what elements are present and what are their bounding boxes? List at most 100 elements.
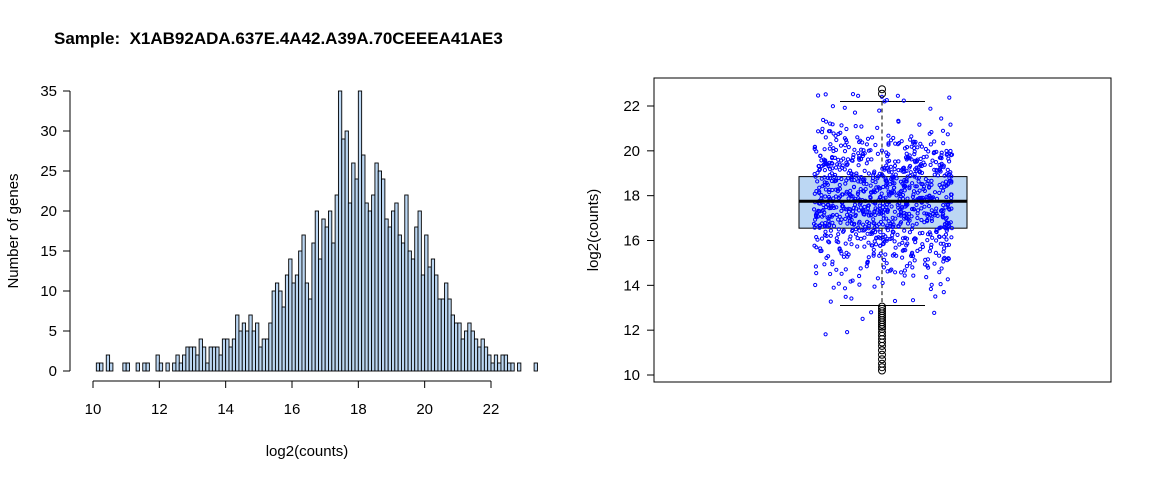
hist-x-tick-label: 16: [284, 401, 301, 418]
jitter-point: [819, 164, 825, 169]
jitter-point: [919, 163, 924, 169]
jitter-point: [839, 176, 844, 182]
hist-y-ticks: 0 5 10 15 20 25 30 35: [40, 83, 70, 380]
histogram-bar: [410, 258, 416, 372]
jitter-point: [837, 162, 842, 167]
histogram-bar: [208, 346, 213, 372]
histogram-bar: [328, 210, 333, 372]
outlier-point: [878, 350, 886, 359]
histogram-bar: [308, 298, 313, 372]
jitter-point: [893, 141, 898, 146]
jitter-point: [896, 191, 901, 196]
jitter-point: [819, 130, 825, 135]
jitter-point: [816, 164, 821, 169]
box-y-tick-label: 20: [623, 143, 640, 160]
jitter-point: [813, 223, 818, 228]
jitter-point: [823, 221, 828, 226]
histogram-bar: [172, 362, 177, 372]
jitter-point: [877, 108, 882, 113]
jitter-point: [836, 227, 841, 232]
jitter-point: [888, 182, 893, 187]
jitter-point: [879, 191, 884, 196]
jitter-point: [944, 243, 949, 248]
hist-x-tick-label: 22: [483, 401, 500, 418]
histogram-bar: [404, 194, 409, 372]
jitter-point: [862, 244, 867, 249]
hist-y-tick-label: 15: [40, 243, 57, 260]
jitter-point: [818, 246, 823, 251]
histogram-bar: [460, 338, 465, 372]
jitter-point: [870, 176, 876, 181]
jitter-point: [870, 135, 875, 140]
jitter-point: [848, 188, 853, 193]
histogram-bar: [311, 242, 316, 372]
histogram-bar: [178, 362, 183, 372]
jitter-point: [927, 249, 933, 254]
jitter-point: [836, 131, 841, 137]
jitter-point: [916, 179, 921, 184]
jitter-point: [897, 141, 902, 146]
histogram-bar: [165, 362, 170, 372]
jitter-point: [913, 184, 918, 189]
jitter-point: [879, 211, 884, 216]
outlier-point: [878, 338, 886, 347]
histogram-bar: [434, 274, 439, 372]
jitter-point: [836, 157, 841, 162]
histogram-bar: [251, 330, 256, 372]
jitter-point: [926, 204, 932, 209]
jitter-point: [949, 226, 955, 231]
jitter-point: [864, 161, 869, 166]
histogram-bar: [245, 330, 250, 372]
jitter-point: [907, 230, 913, 235]
jitter-point: [899, 139, 904, 144]
histogram-bar: [135, 362, 140, 372]
jitter-point: [865, 206, 871, 211]
jitter-point: [831, 224, 837, 229]
histogram-bar: [185, 346, 190, 372]
jitter-point: [904, 264, 910, 269]
hist-y-tick-label: 5: [49, 323, 57, 340]
jitter-point: [866, 240, 871, 245]
jitter-point: [937, 253, 942, 258]
jitter-point: [905, 202, 910, 207]
jitter-point: [877, 211, 882, 216]
jitter-point: [910, 298, 916, 303]
histogram-bar: [258, 346, 263, 372]
jitter-point: [826, 216, 831, 221]
histogram-bar: [182, 354, 187, 372]
jitter-point: [871, 217, 876, 222]
jitter-point: [816, 129, 821, 134]
jitter-point: [906, 217, 911, 222]
jitter-point: [862, 235, 867, 240]
jitter-point: [857, 202, 862, 207]
jitter-point: [917, 231, 923, 236]
jitter-point: [862, 228, 867, 233]
jitter-point: [910, 194, 916, 199]
jitter-point: [912, 236, 918, 241]
jitter-point: [943, 205, 948, 210]
jitter-point: [868, 231, 873, 236]
jitter-point: [857, 175, 862, 180]
jitter-point: [938, 241, 943, 246]
jitter-point: [916, 175, 922, 180]
jitter-point: [941, 241, 946, 246]
jitter-point: [942, 173, 947, 178]
jitter-point: [875, 151, 881, 156]
jitter-point: [830, 166, 835, 171]
jitter-point: [945, 277, 950, 282]
jitter-point: [940, 128, 946, 133]
jitter-point: [818, 248, 823, 254]
jitter-point: [932, 190, 938, 195]
jitter-point: [852, 110, 858, 115]
jitter-point: [879, 148, 885, 153]
jitter-point: [893, 159, 898, 164]
histogram-bar: [301, 234, 306, 372]
histogram-bar: [397, 234, 402, 372]
jitter-point: [881, 237, 886, 243]
jitter-point: [888, 164, 894, 169]
jitter-point: [904, 168, 909, 173]
histogram-bar: [444, 282, 449, 372]
jitter-point: [827, 146, 832, 151]
jitter-point: [828, 167, 833, 172]
jitter-point: [925, 238, 930, 243]
